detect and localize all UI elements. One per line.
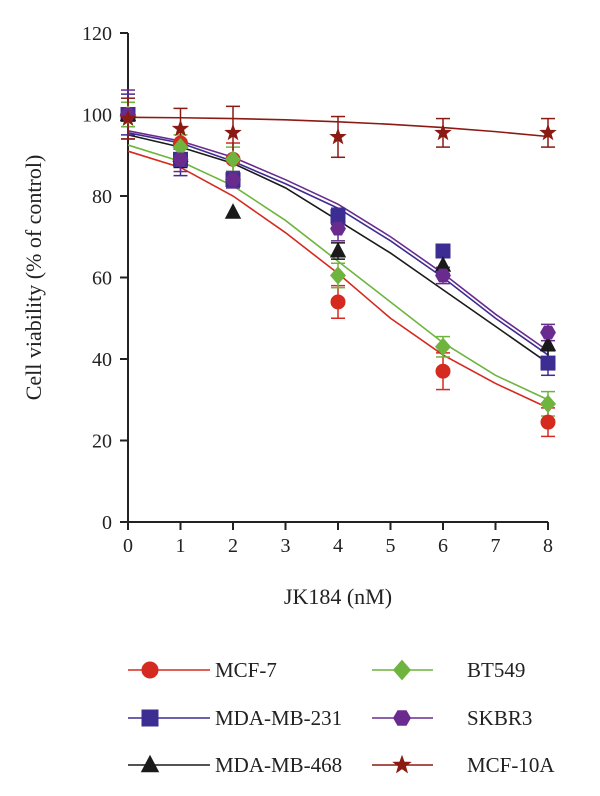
point-mda-mb-231 [330, 208, 346, 224]
point-mda-mb-468 [539, 335, 557, 352]
legend-label: MCF-7 [215, 658, 277, 682]
y-tick-label: 60 [92, 268, 112, 290]
point-mcf-7 [330, 294, 346, 310]
x-tick-label: 5 [386, 535, 396, 557]
point-skbr3 [435, 268, 451, 283]
legend-marker [393, 710, 411, 726]
legend-entry-mcf-7: MCF-7 [128, 658, 277, 682]
legend-label: SKBR3 [467, 706, 532, 730]
point-bt549 [539, 394, 557, 413]
axes [120, 32, 549, 530]
point-skbr3 [225, 172, 241, 187]
point-mda-mb-468 [329, 241, 347, 258]
y-tick-label: 100 [82, 105, 112, 127]
legend-marker [141, 709, 159, 727]
legend-entry-mda-mb-468: MDA-MB-468 [128, 753, 342, 777]
y-tick-labels: 0 20 40 60 80 100 120 [82, 23, 112, 534]
x-tick-label: 6 [438, 535, 448, 557]
point-mcf-10a [171, 119, 190, 137]
x-axis-label: JK184 (nM) [284, 584, 392, 609]
x-tick-label: 4 [333, 535, 343, 557]
point-bt549 [224, 150, 242, 169]
y-tick-label: 20 [92, 431, 112, 453]
fit-curve-skbr3 [127, 130, 549, 352]
legend-marker [141, 661, 159, 679]
data-points [119, 105, 557, 430]
x-tick-label: 1 [176, 535, 186, 557]
x-tick-label: 0 [123, 535, 133, 557]
point-mcf-10a [224, 123, 242, 141]
fit-curve-bt549 [127, 144, 549, 401]
legend-label: MDA-MB-231 [215, 706, 342, 730]
y-tick-label: 120 [82, 23, 112, 45]
point-mcf-10a [539, 123, 557, 141]
x-tick-label: 7 [491, 535, 501, 557]
point-bt549 [329, 266, 347, 285]
point-skbr3 [540, 325, 556, 340]
legend-label: MCF-10A [467, 753, 555, 777]
x-tick-label: 8 [543, 535, 553, 557]
legend-label: MDA-MB-468 [215, 753, 342, 777]
x-tick-label: 2 [228, 535, 238, 557]
point-mcf-7 [540, 414, 556, 430]
point-skbr3 [330, 221, 346, 236]
legend-label: BT549 [467, 658, 525, 682]
point-skbr3 [172, 152, 189, 167]
legend-entry-mcf-10a: MCF-10A [372, 753, 555, 777]
y-tick-label: 40 [92, 349, 112, 371]
point-mcf-10a [329, 127, 347, 145]
x-tick-labels: 0 1 2 3 4 5 6 7 8 [123, 535, 553, 557]
point-mda-mb-231 [540, 355, 556, 371]
legend: MCF-7 MDA-MB-231 MDA-MB-468 BT549 SKBR3 MCF-1… [128, 658, 555, 777]
legend-entry-mda-mb-231: MDA-MB-231 [128, 706, 342, 730]
legend-entry-bt549: BT549 [372, 658, 525, 682]
y-tick-label: 0 [102, 512, 112, 534]
legend-entry-skbr3: SKBR3 [372, 706, 532, 730]
y-axis-label: Cell viability (% of control) [21, 155, 46, 401]
point-mda-mb-468 [224, 203, 242, 219]
point-mda-mb-231 [435, 243, 451, 259]
point-mcf-7 [435, 363, 451, 379]
y-tick-label: 80 [92, 186, 112, 208]
legend-marker [392, 754, 412, 774]
point-mcf-10a [434, 123, 452, 141]
point-mcf-10a [119, 109, 137, 126]
legend-marker [140, 754, 160, 773]
legend-marker [392, 659, 412, 681]
x-tick-label: 3 [281, 535, 291, 557]
point-bt549 [434, 337, 452, 356]
